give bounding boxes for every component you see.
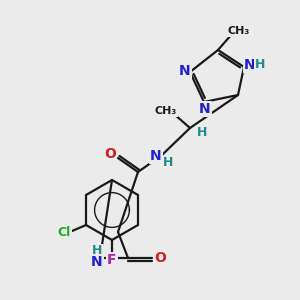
Text: N: N: [199, 102, 211, 116]
Text: N: N: [179, 64, 191, 78]
Text: CH₃: CH₃: [155, 106, 177, 116]
Text: O: O: [154, 251, 166, 265]
Text: H: H: [255, 58, 265, 71]
Text: Cl: Cl: [57, 226, 70, 239]
Text: H: H: [197, 125, 207, 139]
Text: N: N: [91, 255, 103, 269]
Text: F: F: [107, 253, 117, 267]
Text: N: N: [150, 149, 162, 163]
Text: H: H: [163, 157, 173, 169]
Text: O: O: [104, 147, 116, 161]
Text: CH₃: CH₃: [228, 26, 250, 36]
Text: N: N: [244, 58, 256, 72]
Text: H: H: [92, 244, 102, 257]
